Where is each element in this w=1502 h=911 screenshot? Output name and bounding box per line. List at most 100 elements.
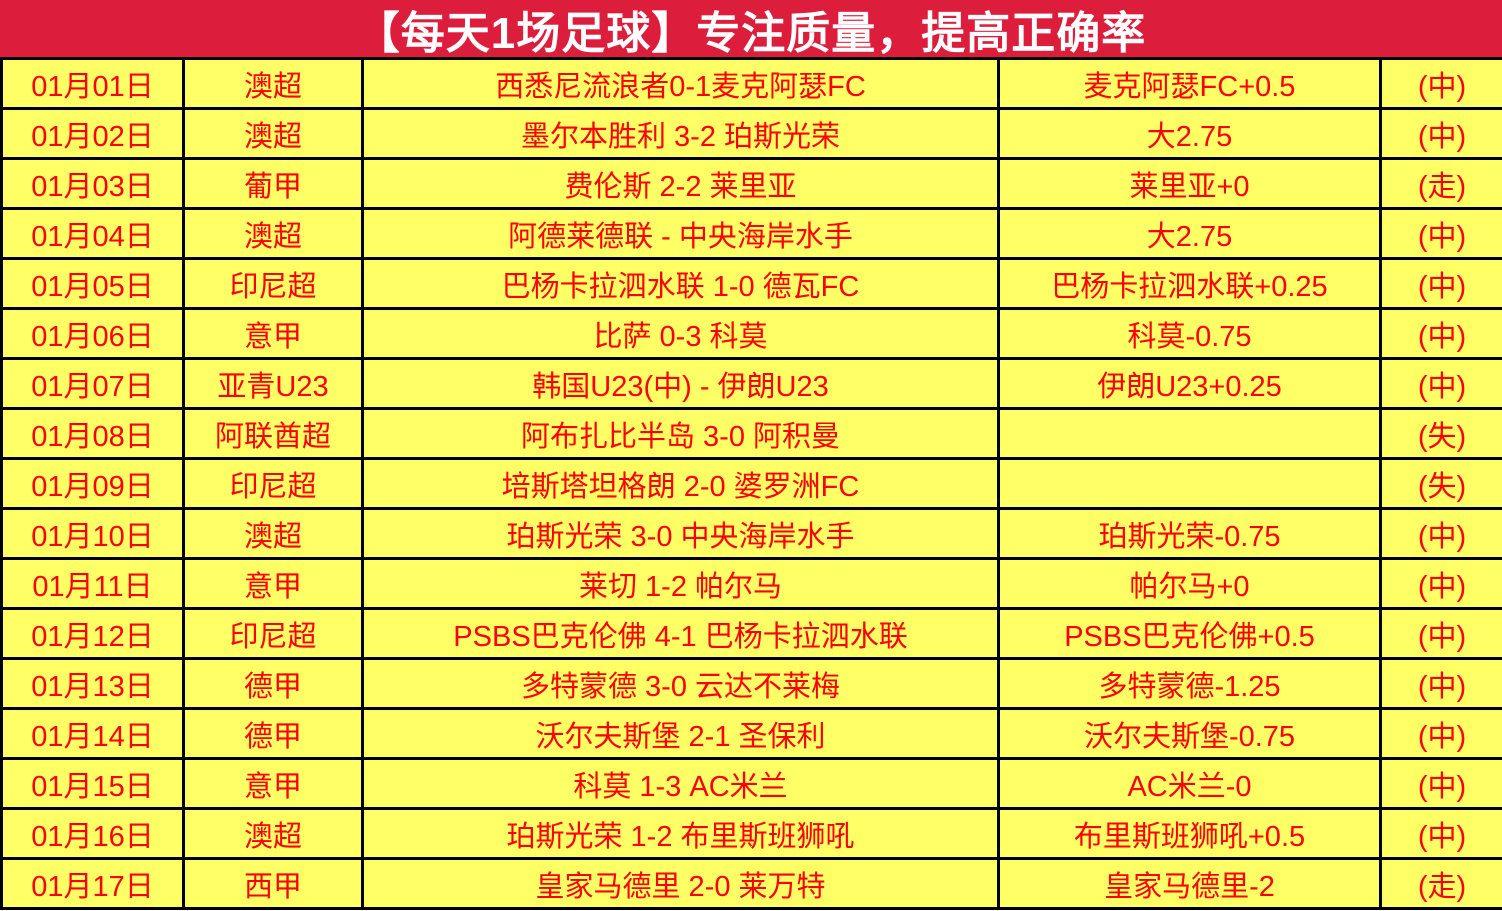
league-cell: 德甲 [182,657,364,710]
match-cell: 多特蒙德 3-0 云达不莱梅 [361,657,1000,710]
result-cell: (中) [1379,657,1502,710]
pick-cell: 珀斯光荣-0.75 [997,507,1382,560]
tips-table-body: 01月01日 澳超 西悉尼流浪者0-1麦克阿瑟FC 麦克阿瑟FC+0.5 (中) 01月0… [0,57,1502,910]
match-cell: 比萨 0-3 科莫 [361,307,1000,360]
table-row: 01月16日 澳超 珀斯光荣 1-2 布里斯班狮吼 布里斯班狮吼+0.5 (中) [0,807,1502,860]
match-cell: 韩国U23(中) - 伊朗U23 [361,357,1000,410]
date-cell: 01月03日 [0,157,185,210]
match-cell: 墨尔本胜利 3-2 珀斯光荣 [361,107,1000,160]
page-title: 【每天1场足球】专注质量，提高正确率 [355,8,1147,58]
date-cell: 01月15日 [0,757,185,810]
pick-cell: 莱里亚+0 [997,157,1382,210]
result-cell: (失) [1379,457,1502,510]
match-cell: 珀斯光荣 3-0 中央海岸水手 [361,507,1000,560]
result-cell: (失) [1379,407,1502,460]
pick-cell: 布里斯班狮吼+0.5 [997,807,1382,860]
pick-cell: 大2.75 [997,207,1382,260]
date-cell: 01月16日 [0,807,185,860]
pick-cell: 沃尔夫斯堡-0.75 [997,707,1382,760]
date-cell: 01月08日 [0,407,185,460]
table-row: 01月07日 亚青U23 韩国U23(中) - 伊朗U23 伊朗U23+0.25 (中) [0,357,1502,410]
league-cell: 澳超 [182,57,364,110]
table-row: 01月05日 印尼超 巴杨卡拉泗水联 1-0 德瓦FC 巴杨卡拉泗水联+0.25 (中) [0,257,1502,310]
match-cell: 莱切 1-2 帕尔马 [361,557,1000,610]
result-cell: (中) [1379,107,1502,160]
date-cell: 01月14日 [0,707,185,760]
result-cell: (走) [1379,157,1502,210]
table-row: 01月03日 葡甲 费伦斯 2-2 莱里亚 莱里亚+0 (走) [0,157,1502,210]
date-cell: 01月17日 [0,857,185,910]
match-cell: 巴杨卡拉泗水联 1-0 德瓦FC [361,257,1000,310]
table-row: 01月04日 澳超 阿德莱德联 - 中央海岸水手 大2.75 (中) [0,207,1502,260]
pick-cell: PSBS巴克伦佛+0.5 [997,607,1382,660]
result-cell: (中) [1379,757,1502,810]
date-cell: 01月12日 [0,607,185,660]
pick-cell: 帕尔马+0 [997,557,1382,610]
league-cell: 意甲 [182,557,364,610]
date-cell: 01月07日 [0,357,185,410]
result-cell: (中) [1379,707,1502,760]
match-cell: 皇家马德里 2-0 莱万特 [361,857,1000,910]
pick-cell [997,457,1382,510]
pick-cell: 大2.75 [997,107,1382,160]
date-cell: 01月13日 [0,657,185,710]
pick-cell: AC米兰-0 [997,757,1382,810]
tips-table: 01月01日 澳超 西悉尼流浪者0-1麦克阿瑟FC 麦克阿瑟FC+0.5 (中) 01月0… [0,57,1502,910]
league-cell: 葡甲 [182,157,364,210]
league-cell: 印尼超 [182,457,364,510]
match-cell: 阿布扎比半岛 3-0 阿积曼 [361,407,1000,460]
league-cell: 澳超 [182,207,364,260]
title-banner: 【每天1场足球】专注质量，提高正确率 [0,0,1502,58]
result-cell: (中) [1379,207,1502,260]
league-cell: 澳超 [182,107,364,160]
result-cell: (中) [1379,507,1502,560]
league-cell: 意甲 [182,757,364,810]
pick-cell: 巴杨卡拉泗水联+0.25 [997,257,1382,310]
league-cell: 澳超 [182,807,364,860]
table-row: 01月13日 德甲 多特蒙德 3-0 云达不莱梅 多特蒙德-1.25 (中) [0,657,1502,710]
table-row: 01月14日 德甲 沃尔夫斯堡 2-1 圣保利 沃尔夫斯堡-0.75 (中) [0,707,1502,760]
league-cell: 德甲 [182,707,364,760]
table-row: 01月01日 澳超 西悉尼流浪者0-1麦克阿瑟FC 麦克阿瑟FC+0.5 (中) [0,57,1502,110]
league-cell: 意甲 [182,307,364,360]
result-cell: (中) [1379,607,1502,660]
pick-cell [997,407,1382,460]
table-row: 01月12日 印尼超 PSBS巴克伦佛 4-1 巴杨卡拉泗水联 PSBS巴克伦佛+0.… [0,607,1502,660]
league-cell: 印尼超 [182,607,364,660]
date-cell: 01月11日 [0,557,185,610]
pick-cell: 皇家马德里-2 [997,857,1382,910]
pick-cell: 麦克阿瑟FC+0.5 [997,57,1382,110]
table-row: 01月11日 意甲 莱切 1-2 帕尔马 帕尔马+0 (中) [0,557,1502,610]
match-cell: 培斯塔坦格朗 2-0 婆罗洲FC [361,457,1000,510]
league-cell: 澳超 [182,507,364,560]
table-row: 01月17日 西甲 皇家马德里 2-0 莱万特 皇家马德里-2 (走) [0,857,1502,910]
pick-cell: 伊朗U23+0.25 [997,357,1382,410]
league-cell: 亚青U23 [182,357,364,410]
result-cell: (中) [1379,557,1502,610]
date-cell: 01月04日 [0,207,185,260]
match-cell: 西悉尼流浪者0-1麦克阿瑟FC [361,57,1000,110]
table-row: 01月15日 意甲 科莫 1-3 AC米兰 AC米兰-0 (中) [0,757,1502,810]
match-cell: 珀斯光荣 1-2 布里斯班狮吼 [361,807,1000,860]
date-cell: 01月01日 [0,57,185,110]
result-cell: (中) [1379,807,1502,860]
date-cell: 01月02日 [0,107,185,160]
match-cell: PSBS巴克伦佛 4-1 巴杨卡拉泗水联 [361,607,1000,660]
table-row: 01月02日 澳超 墨尔本胜利 3-2 珀斯光荣 大2.75 (中) [0,107,1502,160]
match-cell: 费伦斯 2-2 莱里亚 [361,157,1000,210]
league-cell: 阿联酋超 [182,407,364,460]
match-cell: 科莫 1-3 AC米兰 [361,757,1000,810]
result-cell: (中) [1379,57,1502,110]
league-cell: 印尼超 [182,257,364,310]
league-cell: 西甲 [182,857,364,910]
result-cell: (中) [1379,307,1502,360]
date-cell: 01月10日 [0,507,185,560]
result-cell: (中) [1379,257,1502,310]
table-row: 01月08日 阿联酋超 阿布扎比半岛 3-0 阿积曼 (失) [0,407,1502,460]
pick-cell: 多特蒙德-1.25 [997,657,1382,710]
result-cell: (走) [1379,857,1502,910]
match-cell: 阿德莱德联 - 中央海岸水手 [361,207,1000,260]
date-cell: 01月09日 [0,457,185,510]
table-row: 01月06日 意甲 比萨 0-3 科莫 科莫-0.75 (中) [0,307,1502,360]
